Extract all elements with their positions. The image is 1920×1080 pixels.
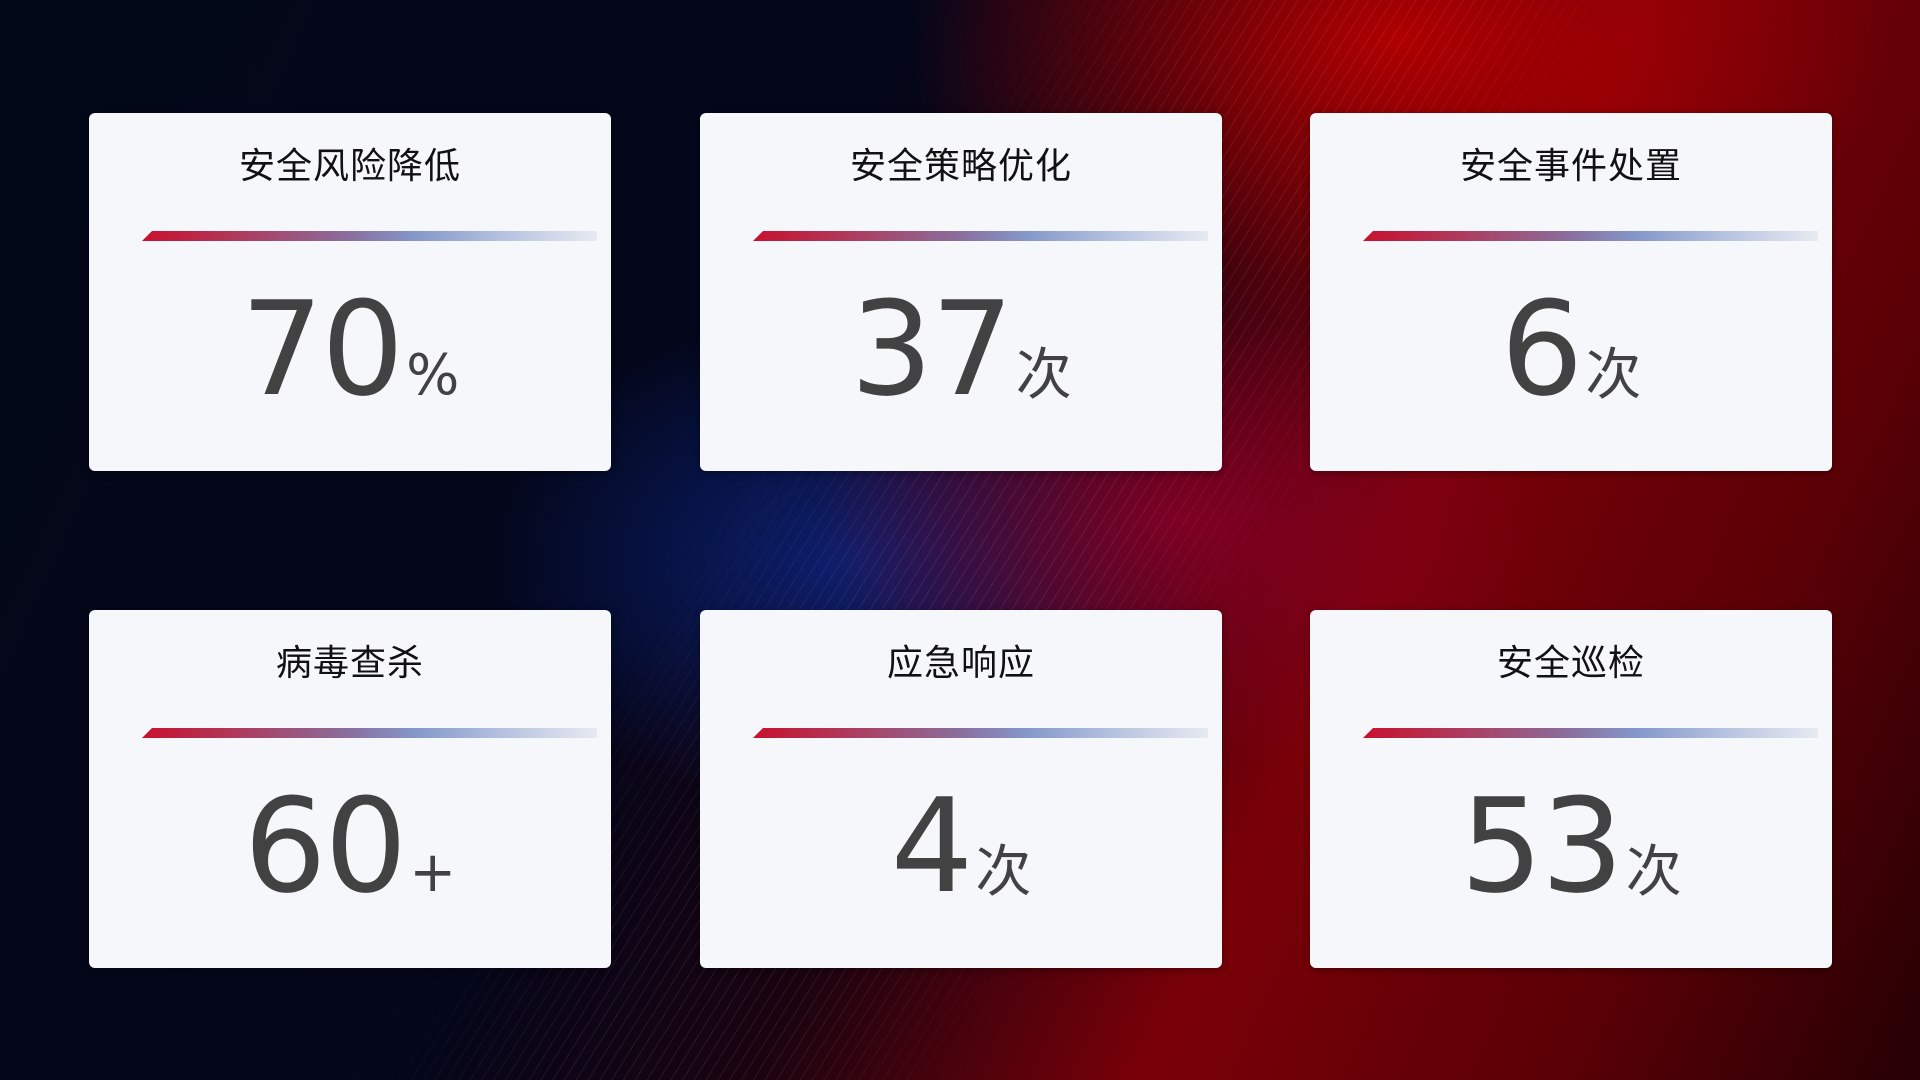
card-title: 病毒查杀: [275, 643, 424, 684]
stat-card-emergency-response: 应急响应 4次: [700, 610, 1222, 968]
card-title: 安全巡检: [1496, 643, 1645, 684]
value-unit: 次: [1585, 343, 1642, 408]
value-number: 37: [850, 273, 1013, 425]
gradient-divider: [1363, 231, 1818, 241]
card-value: 4次: [700, 770, 1222, 922]
value-number: 60: [243, 770, 407, 922]
stat-card-risk-reduction: 安全风险降低 70%: [89, 113, 611, 471]
card-title: 安全策略优化: [849, 146, 1072, 187]
card-value: 37次: [700, 273, 1222, 425]
gradient-divider: [753, 231, 1208, 241]
stat-card-policy-optimization: 安全策略优化 37次: [700, 113, 1222, 471]
value-unit: 次: [1625, 840, 1682, 905]
value-number: 53: [1460, 770, 1623, 922]
value-unit: +: [409, 840, 457, 905]
card-value: 70%: [89, 273, 611, 425]
gradient-divider: [142, 728, 597, 738]
value-number: 4: [890, 770, 974, 922]
value-unit: 次: [1015, 343, 1072, 408]
gradient-divider: [1363, 728, 1818, 738]
card-value: 60+: [89, 770, 611, 922]
card-title: 安全事件处置: [1459, 146, 1682, 187]
gradient-divider: [142, 231, 597, 241]
card-value: 53次: [1310, 770, 1832, 922]
stat-card-virus-removal: 病毒查杀 60+: [89, 610, 611, 968]
stat-card-incident-handling: 安全事件处置 6次: [1310, 113, 1832, 471]
value-number: 70: [240, 273, 404, 425]
card-title: 应急响应: [886, 643, 1035, 684]
card-title: 安全风险降低: [238, 146, 461, 187]
value-unit: 次: [975, 840, 1032, 905]
value-unit: %: [406, 343, 460, 408]
card-value: 6次: [1310, 273, 1832, 425]
value-number: 6: [1500, 273, 1584, 425]
gradient-divider: [753, 728, 1208, 738]
stat-card-security-inspection: 安全巡检 53次: [1310, 610, 1832, 968]
